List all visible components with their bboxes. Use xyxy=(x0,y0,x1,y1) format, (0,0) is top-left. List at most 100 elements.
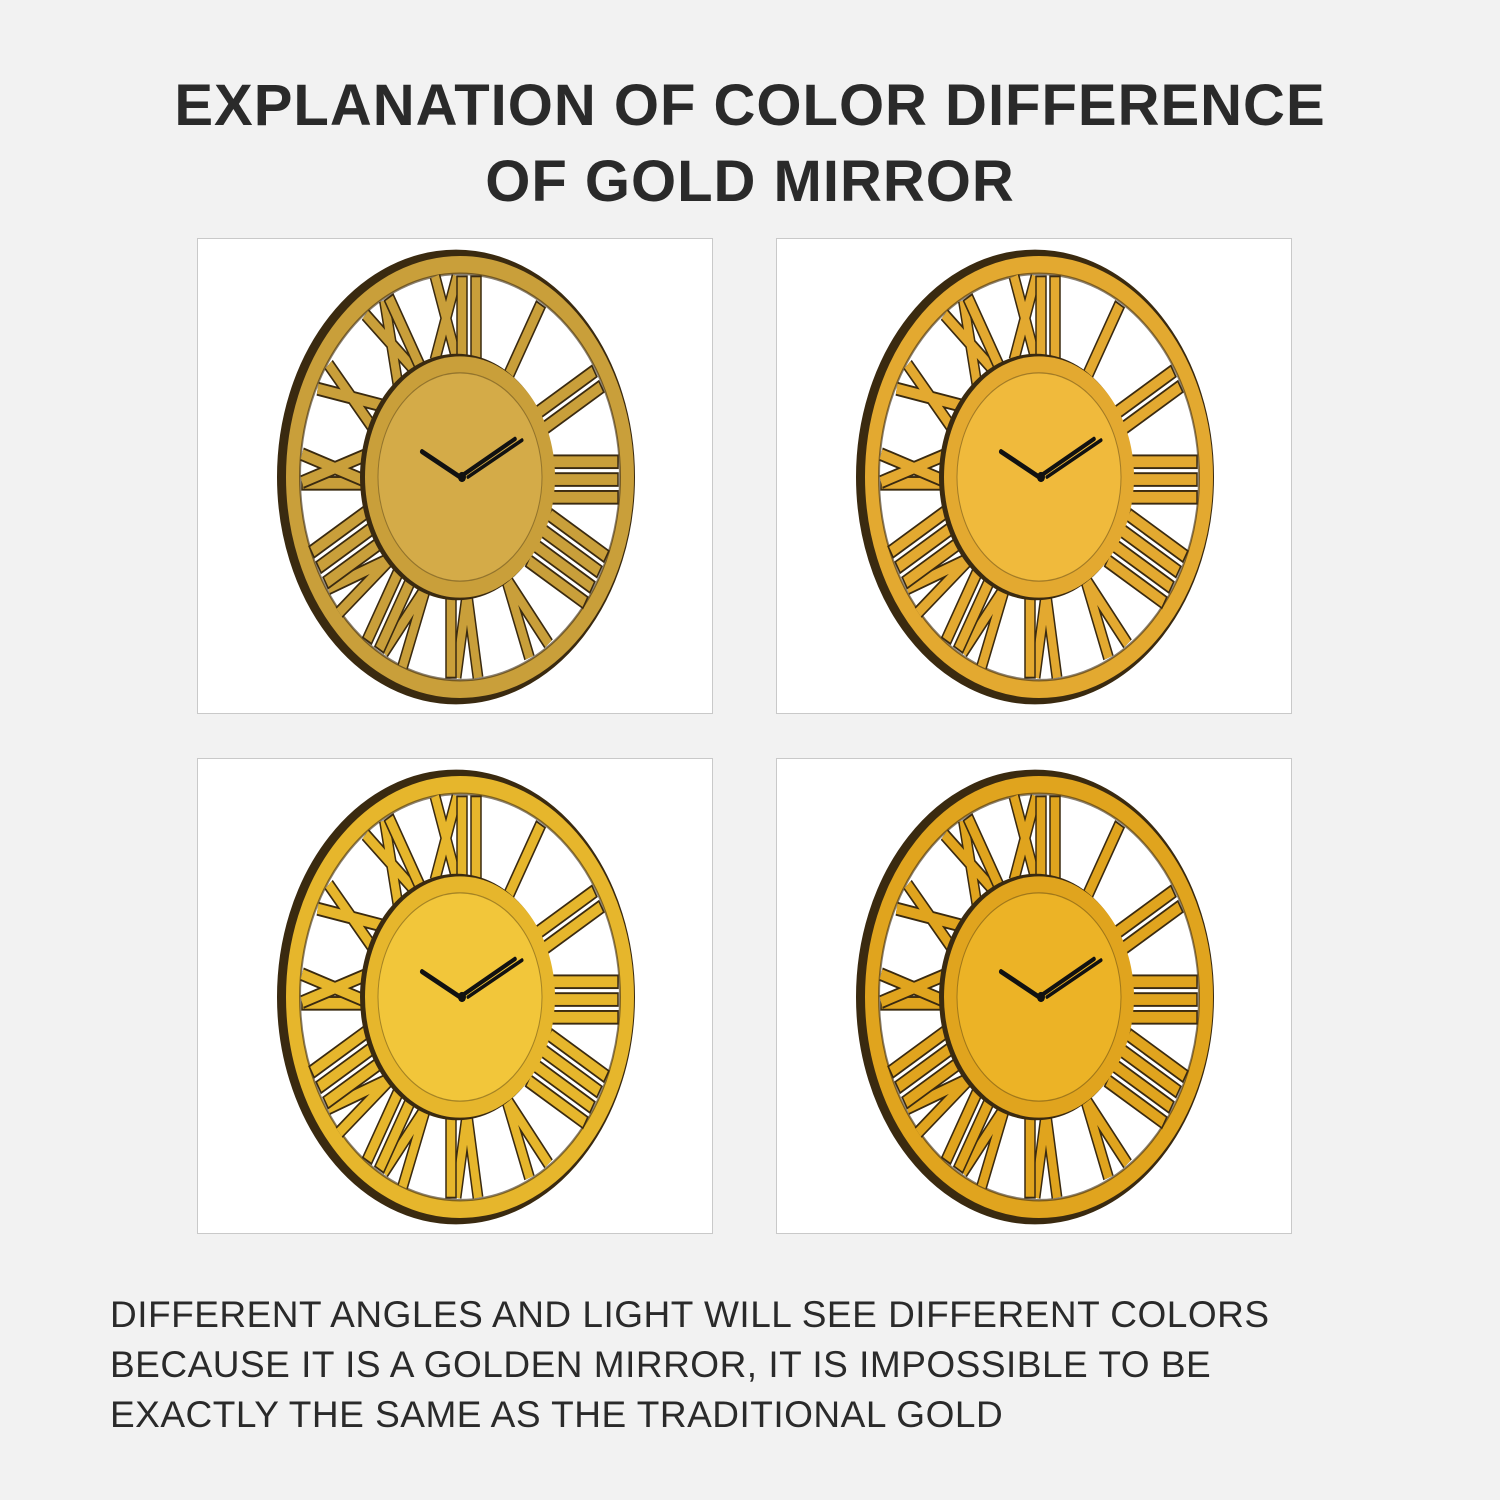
numeral-stroke xyxy=(1035,795,1047,882)
second-hand xyxy=(466,438,524,479)
numeral-stroke xyxy=(1081,820,1126,902)
minute-hand xyxy=(458,956,517,1000)
roman-numeral xyxy=(361,813,428,909)
roman-numeral xyxy=(1130,974,1198,1025)
clock-panel-2 xyxy=(776,238,1292,714)
caption-line-2: BECAUSE IT IS A GOLDEN MIRROR, IT IS IMP… xyxy=(110,1344,1212,1385)
numeral-stroke xyxy=(1049,275,1061,362)
roman-numeral xyxy=(502,820,547,902)
clock-panel-4 xyxy=(776,758,1292,1234)
numeral-stroke xyxy=(551,454,619,470)
numeral-stroke xyxy=(1010,274,1040,362)
roman-numeral xyxy=(1024,1112,1063,1199)
roman-numeral xyxy=(1081,300,1126,382)
numeral-stroke xyxy=(1081,300,1126,382)
page-title: EXPLANATION OF COLOR DIFFERENCE OF GOLD … xyxy=(0,68,1500,220)
roman-numeral xyxy=(1081,820,1126,902)
numeral-stroke xyxy=(470,795,482,882)
caption: DIFFERENT ANGLES AND LIGHT WILL SEE DIFF… xyxy=(110,1290,1270,1440)
numeral-stroke xyxy=(941,819,1000,909)
roman-numeral xyxy=(1112,884,1184,956)
numeral-stroke xyxy=(1130,992,1198,1007)
roman-numeral xyxy=(316,359,387,436)
clock-rim-edge xyxy=(878,792,1200,1202)
hand-pivot xyxy=(458,471,466,483)
clock xyxy=(856,249,1214,705)
roman-numeral xyxy=(429,274,482,363)
second-hand xyxy=(1045,438,1103,479)
clock-panel-1 xyxy=(197,238,713,714)
clock xyxy=(277,249,635,705)
roman-numeral xyxy=(551,974,619,1025)
clock-rim-edge xyxy=(299,272,621,682)
numeral-stroke xyxy=(551,490,619,505)
roman-numeral xyxy=(1103,507,1189,610)
numeral-stroke xyxy=(1130,454,1198,470)
minute-hand xyxy=(1037,956,1096,1000)
numeral-stroke xyxy=(1130,1010,1198,1025)
roman-numeral xyxy=(502,300,547,382)
clock-rim-edge xyxy=(878,272,1200,682)
numeral-stroke xyxy=(445,592,457,679)
second-hand xyxy=(466,958,524,999)
hour-hand xyxy=(999,449,1041,480)
clock-rim xyxy=(286,256,634,698)
caption-line-3: EXACTLY THE SAME AS THE TRADITIONAL GOLD xyxy=(110,1394,1004,1435)
numeral-stroke xyxy=(502,820,547,902)
roman-numeral xyxy=(316,879,387,956)
minute-hand xyxy=(1037,436,1096,480)
numeral-stroke xyxy=(431,274,461,362)
roman-numeral xyxy=(300,967,370,1011)
numeral-stroke xyxy=(362,819,421,909)
numeral-stroke xyxy=(895,881,966,955)
numeral-stroke xyxy=(1024,1112,1036,1199)
roman-numeral xyxy=(1024,592,1063,679)
numeral-stroke xyxy=(1130,974,1198,990)
clock-rim xyxy=(865,776,1213,1218)
roman-numeral xyxy=(1103,1027,1189,1130)
minute-hand xyxy=(458,436,517,480)
hand-pivot xyxy=(1037,471,1045,483)
numeral-stroke xyxy=(445,1112,457,1199)
numeral-stroke xyxy=(456,275,468,362)
numeral-stroke xyxy=(1010,794,1040,882)
clock-image xyxy=(856,769,1214,1225)
clock xyxy=(856,769,1214,1225)
hand-pivot xyxy=(458,991,466,1003)
hand-pivot xyxy=(1037,991,1045,1003)
roman-numeral xyxy=(879,447,949,491)
numeral-stroke xyxy=(431,794,461,882)
numeral-stroke xyxy=(1130,490,1198,505)
numeral-stroke xyxy=(879,969,949,1007)
clock-image xyxy=(277,769,635,1225)
roman-numeral xyxy=(940,813,1007,909)
title-line-2: OF GOLD MIRROR xyxy=(485,149,1015,214)
caption-line-1: DIFFERENT ANGLES AND LIGHT WILL SEE DIFF… xyxy=(110,1294,1270,1335)
hour-hand xyxy=(420,449,462,480)
hour-hand xyxy=(999,969,1041,1000)
numeral-stroke xyxy=(879,449,949,487)
roman-numeral xyxy=(1130,454,1198,505)
numeral-stroke xyxy=(470,275,482,362)
numeral-stroke xyxy=(551,992,619,1007)
numeral-stroke xyxy=(300,449,370,487)
numeral-stroke xyxy=(551,472,619,487)
numeral-stroke xyxy=(551,1010,619,1025)
roman-numeral xyxy=(895,879,966,956)
second-hand xyxy=(1045,958,1103,999)
roman-numeral xyxy=(361,293,428,389)
roman-numeral xyxy=(300,447,370,491)
roman-numeral xyxy=(445,1112,484,1199)
roman-numeral xyxy=(895,359,966,436)
clock xyxy=(277,769,635,1225)
clock-rim-edge xyxy=(299,792,621,1202)
roman-numeral xyxy=(551,454,619,505)
roman-numeral xyxy=(429,794,482,883)
roman-numeral xyxy=(1008,274,1061,363)
roman-numeral xyxy=(533,364,605,436)
roman-numeral xyxy=(879,967,949,1011)
numeral-stroke xyxy=(300,969,370,1007)
numeral-stroke xyxy=(316,361,387,435)
clock-panel-3 xyxy=(197,758,713,1234)
numeral-stroke xyxy=(1024,592,1036,679)
